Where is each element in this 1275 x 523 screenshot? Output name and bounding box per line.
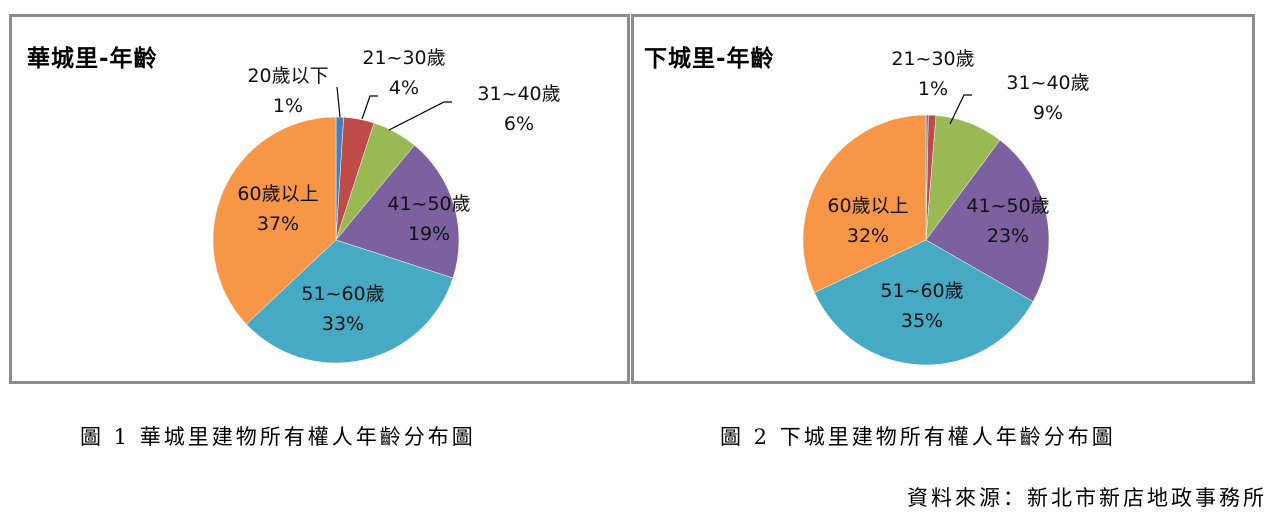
leader-line <box>388 101 452 131</box>
chart-title: 下城里-年齡 <box>644 46 775 72</box>
pie-slice <box>814 239 1034 366</box>
figure-caption-1: 圖 1 華城里建物所有權人年齡分布圖 <box>80 425 476 449</box>
chart-panel-huacheng: 華城里-年齡 20歲以下 1% 21~30歲 4% 31~40歲 6% 41~50歲 1… <box>9 14 630 384</box>
data-label-31-40: 31~40歲 9% <box>1006 72 1090 124</box>
figure-caption-2: 圖 2 下城里建物所有權人年齡分布圖 <box>720 425 1116 449</box>
data-label-41-50: 41~50歲 23% <box>966 195 1050 247</box>
pie-chart-xiacheng <box>802 94 1050 366</box>
data-label-31-40: 31~40歲 6% <box>477 83 561 135</box>
data-label-21-30: 21~30歲 4% <box>362 47 446 99</box>
chart-panel-xiacheng: 下城里-年齡 21~30歲 1% 31~40歲 9% 41~50歲 23% 51~60… <box>631 14 1255 384</box>
pie-slice <box>245 239 454 364</box>
data-label-21-30: 21~30歲 1% <box>891 48 975 100</box>
data-label-60-over: 60歲以上 37% <box>237 183 319 235</box>
leader-line <box>361 95 378 120</box>
pie-slice <box>925 139 1050 302</box>
data-label-51-60: 51~60歲 35% <box>880 280 964 332</box>
leader-line <box>336 86 341 118</box>
leader-line <box>949 94 972 125</box>
chart-title: 華城里-年齡 <box>27 46 158 72</box>
data-label-41-50: 41~50歲 19% <box>387 193 471 245</box>
data-label-51-60: 51~60歲 33% <box>301 283 385 335</box>
data-label-20-under: 20歲以下 1% <box>247 65 329 117</box>
pie-slice <box>335 144 460 279</box>
data-source-note: 資料來源：新北市新店地政事務所 <box>907 486 1267 510</box>
data-label-60-over: 60歲以上 32% <box>827 195 909 247</box>
pie-slice <box>212 116 337 325</box>
pie-chart-huacheng <box>212 86 460 364</box>
pie-slice <box>802 114 927 293</box>
